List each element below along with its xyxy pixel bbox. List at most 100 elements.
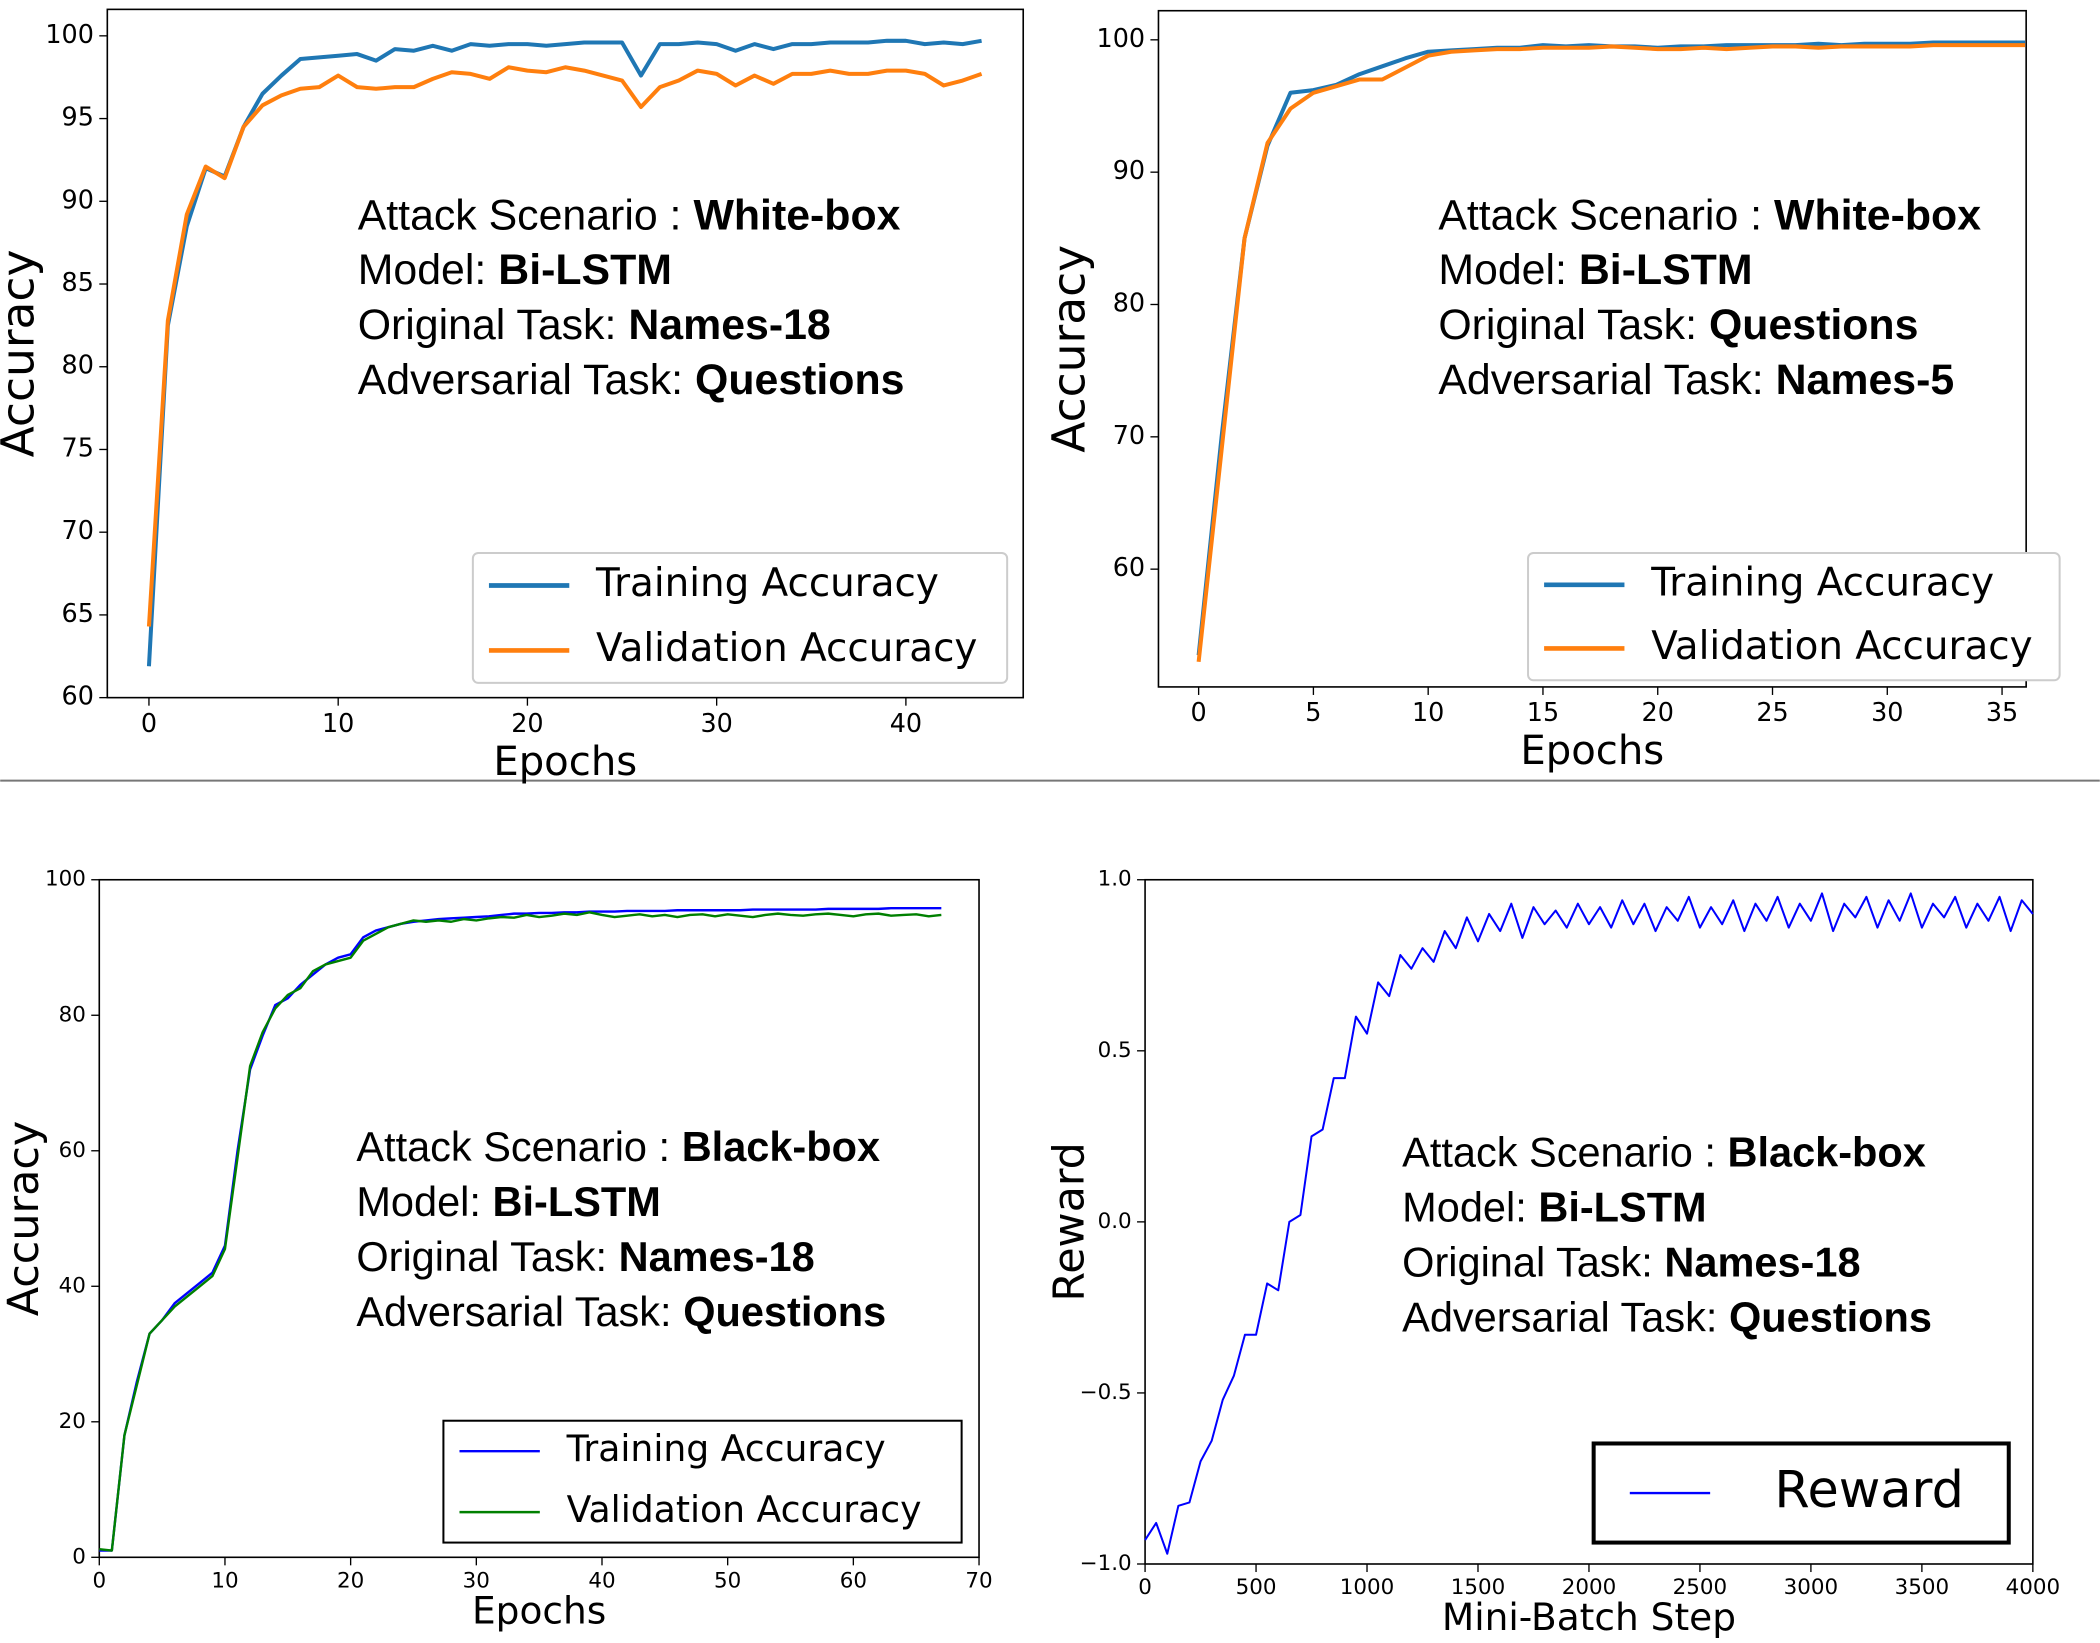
x-tick-label: 40 <box>890 708 922 738</box>
y-axis-label: Reward <box>1045 1142 1095 1302</box>
x-tick-label: 3000 <box>1784 1575 1838 1600</box>
y-tick-label: 40 <box>59 1273 86 1298</box>
x-tick-label: 0 <box>141 708 157 738</box>
x-tick-label: 2000 <box>1562 1575 1616 1600</box>
y-tick-label: 90 <box>1113 155 1145 185</box>
annotation-key: Model: <box>1402 1183 1527 1230</box>
x-tick-label: 50 <box>714 1568 741 1593</box>
legend-label: Validation Accuracy <box>1651 624 2032 669</box>
annotation-value: Bi-LSTM <box>498 246 672 294</box>
annotation-value: Names-5 <box>1776 356 1955 404</box>
legend-box <box>1527 552 2061 682</box>
annotation-key: Attack Scenario : <box>1438 192 1762 240</box>
x-tick-label: 0 <box>1191 697 1207 727</box>
legend-label: Training Accuracy <box>566 1427 886 1470</box>
x-tick-label: 20 <box>337 1568 364 1593</box>
y-tick-label: 0.5 <box>1098 1038 1132 1063</box>
y-axis-label: Accuracy <box>0 1121 49 1317</box>
annotation-value: Names-18 <box>1664 1238 1860 1285</box>
x-tick-label: 15 <box>1527 697 1559 727</box>
y-tick-label: −1.0 <box>1080 1551 1132 1576</box>
x-tick-label: 20 <box>1642 697 1674 727</box>
x-tick-label: 10 <box>1412 697 1444 727</box>
annotation-value: White-box <box>693 192 900 240</box>
y-tick-label: 1.0 <box>1098 867 1132 892</box>
x-tick-label: 10 <box>322 708 354 738</box>
legend-label: Training Accuracy <box>1650 560 1994 605</box>
y-tick-label: 100 <box>1097 23 1146 53</box>
y-axis-label: Accuracy <box>1042 245 1095 453</box>
legend-box <box>471 552 1009 684</box>
x-tick-label: 35 <box>1986 697 2018 727</box>
y-tick-label: 0.0 <box>1098 1209 1132 1234</box>
annotation: Original Task: Names-18 <box>356 1233 814 1280</box>
y-tick-label: 65 <box>62 598 94 628</box>
annotation-key: Original Task: <box>358 301 617 349</box>
annotation: Adversarial Task: Questions <box>358 356 905 404</box>
x-tick-label: 25 <box>1756 697 1788 727</box>
annotation-key: Attack Scenario : <box>356 1123 670 1170</box>
annotation-value: Questions <box>1729 1293 1932 1340</box>
x-tick-label: 500 <box>1236 1575 1277 1600</box>
y-tick-label: 70 <box>1113 420 1145 450</box>
y-tick-label: 75 <box>62 432 94 462</box>
legend-box <box>442 1419 963 1544</box>
y-tick-label: 60 <box>59 1138 86 1163</box>
annotation-key: Adversarial Task: <box>358 356 683 404</box>
annotation: Attack Scenario : Black-box <box>1402 1129 1926 1176</box>
annotation-key: Adversarial Task: <box>1402 1293 1717 1340</box>
y-tick-label: 60 <box>62 681 94 711</box>
y-tick-label: 60 <box>1113 552 1145 582</box>
y-tick-label: 85 <box>62 267 94 297</box>
y-tick-label: 80 <box>59 1002 86 1027</box>
annotation: Adversarial Task: Questions <box>1402 1293 1932 1340</box>
x-tick-label: 5 <box>1305 697 1321 727</box>
y-tick-label: 100 <box>45 19 94 49</box>
x-axis-label: Epochs <box>493 739 637 785</box>
x-tick-label: 2500 <box>1673 1575 1727 1600</box>
annotation-key: Attack Scenario : <box>358 192 682 240</box>
x-tick-label: 3500 <box>1895 1575 1949 1600</box>
line-series <box>1196 43 2026 663</box>
annotation-key: Original Task: <box>1402 1238 1653 1285</box>
annotation: Attack Scenario : Black-box <box>356 1123 880 1170</box>
x-tick-label: 4000 <box>2006 1575 2060 1600</box>
x-tick-label: 70 <box>965 1568 992 1593</box>
annotation-value: Black-box <box>1727 1129 1925 1176</box>
x-axis-label: Epochs <box>1520 728 1664 774</box>
annotation: Model: Bi-LSTM <box>358 246 672 294</box>
line-series <box>1144 892 2034 1555</box>
annotation: Model: Bi-LSTM <box>356 1178 660 1225</box>
x-axis-label: Mini-Batch Step <box>1442 1595 1736 1639</box>
x-tick-label: 30 <box>700 708 732 738</box>
annotation: Attack Scenario : White-box <box>1438 192 1981 240</box>
y-tick-label: 80 <box>62 350 94 380</box>
line-series <box>146 65 983 627</box>
x-tick-label: 1000 <box>1340 1575 1394 1600</box>
annotation-key: Adversarial Task: <box>1438 356 1763 404</box>
annotation-value: Names-18 <box>628 301 830 349</box>
annotation: Original Task: Names-18 <box>1402 1238 1860 1285</box>
legend-label: Reward <box>1774 1460 1963 1519</box>
annotation: Adversarial Task: Names-5 <box>1438 356 1954 404</box>
annotation-key: Adversarial Task: <box>356 1288 671 1335</box>
annotation: Model: Bi-LSTM <box>1438 246 1752 294</box>
x-tick-label: 0 <box>1138 1575 1152 1600</box>
annotation: Model: Bi-LSTM <box>1402 1183 1706 1230</box>
x-tick-label: 1500 <box>1451 1575 1505 1600</box>
y-tick-label: 20 <box>59 1409 86 1434</box>
x-tick-label: 60 <box>840 1568 867 1593</box>
annotation-value: Bi-LSTM <box>1579 246 1753 294</box>
annotation-key: Model: <box>1438 246 1567 294</box>
annotation-value: Bi-LSTM <box>493 1178 661 1225</box>
x-tick-label: 30 <box>463 1568 490 1593</box>
annotation-value: Questions <box>1709 301 1918 349</box>
annotation: Attack Scenario : White-box <box>358 192 901 240</box>
annotation-value: Names-18 <box>619 1233 815 1280</box>
y-tick-label: 90 <box>62 184 94 214</box>
line-series <box>146 38 982 667</box>
annotation-value: Bi-LSTM <box>1538 1183 1706 1230</box>
annotation-key: Original Task: <box>1438 301 1697 349</box>
y-tick-label: 70 <box>62 515 94 545</box>
